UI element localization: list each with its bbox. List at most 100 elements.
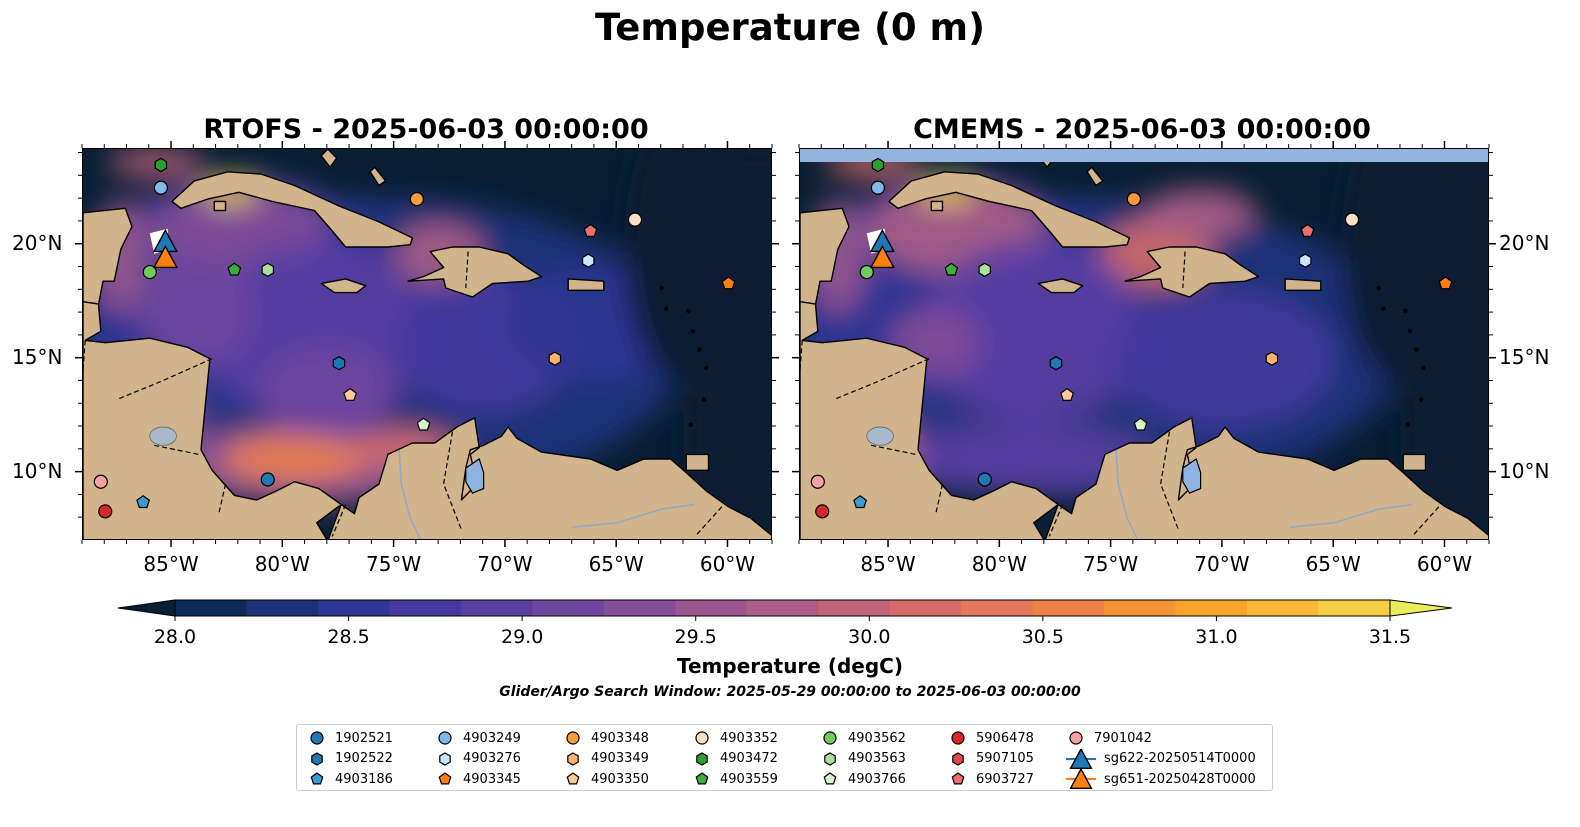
landmass-jamaica: [320, 278, 367, 294]
legend-label: 4903350: [591, 771, 649, 787]
legend-label: 4903349: [591, 751, 649, 766]
figure-title: Temperature (0 m): [594, 6, 986, 49]
landmass-jamaica: [1037, 278, 1084, 294]
float-marker-5906478: [815, 504, 830, 519]
legend-item-4903563: 4903563: [820, 749, 906, 769]
landmass-central-america: [800, 278, 1059, 539]
circle-marker-icon: [566, 731, 580, 745]
map-rtofs: [82, 148, 772, 540]
colorbar-bin: [603, 600, 676, 616]
legend-label: 4903348: [591, 730, 649, 746]
colorbar-bin: [675, 600, 748, 616]
colorbar-bin: [532, 600, 605, 616]
hexagon-marker-icon: [952, 751, 964, 766]
legend-item-4903350: 4903350: [563, 769, 649, 789]
colorbar-tick-label: 29.0: [500, 626, 544, 648]
lon-tick-label: 85°W: [860, 552, 916, 576]
pentagon-marker-icon: [438, 772, 452, 785]
landmass-bahamas-b: [1086, 166, 1104, 187]
colorbar-bin: [389, 600, 462, 616]
float-marker-4903350: [343, 387, 358, 401]
legend-label: 1902521: [335, 730, 393, 746]
float-marker-4903249: [870, 180, 886, 195]
glider-marker-sg651-20250428T0000: [869, 244, 895, 269]
lake-maracaibo: [465, 458, 485, 494]
legend-item-4903348: 4903348: [563, 728, 649, 748]
float-marker-1902522: [332, 356, 346, 371]
land: [83, 149, 771, 539]
float-marker-6903727: [583, 223, 598, 237]
lat-tick-label-left: 10°N: [12, 458, 63, 483]
float-marker-7901042: [810, 474, 825, 489]
legend-item-5907105: 5907105: [948, 749, 1034, 769]
float-marker-5906478: [98, 504, 113, 519]
lat-tick-label-right: 10°N: [1499, 458, 1550, 483]
triangle-marker-icon: [1066, 748, 1096, 769]
float-markers: [810, 157, 1453, 519]
lon-tick-label: 60°W: [1416, 552, 1473, 576]
colorbar-extend-low: [117, 599, 176, 617]
circle-marker-icon: [310, 731, 324, 745]
float-marker-4903563: [978, 262, 991, 277]
panel-title-cmems: CMEMS - 2025-06-03 00:00:00: [913, 114, 1371, 145]
axis-ticks-cmems: [792, 141, 1496, 547]
landmass-yucatan: [800, 207, 850, 305]
legend-item-4903345: 4903345: [435, 769, 521, 789]
float-marker-1902521: [977, 472, 992, 487]
lon-tick-label: 80°W: [971, 552, 1027, 576]
hexagon-marker-icon: [696, 751, 708, 766]
colorbar-bin: [1175, 600, 1248, 616]
legend-item-sg651-20250428T0000: sg651-20250428T0000: [1066, 769, 1256, 789]
map-canvas: [800, 149, 1488, 539]
lat-tick-label-left: 15°N: [12, 344, 63, 369]
legend-item-4903276: 4903276: [435, 749, 521, 769]
landmass-trinidad: [685, 453, 710, 471]
lon-tick-label: 65°W: [1305, 552, 1361, 576]
float-marker-1902522: [1049, 356, 1063, 371]
lon-tick-label: 70°W: [477, 552, 533, 576]
legend-item-7901042: 7901042: [1066, 728, 1152, 748]
legend-label: 4903766: [848, 771, 906, 787]
map-cmems: [799, 148, 1489, 540]
legend-item-4903349: 4903349: [563, 749, 649, 769]
float-marker-6903727: [1300, 223, 1315, 237]
legend-item-4903352: 4903352: [692, 728, 778, 748]
landmass-hispaniola: [407, 246, 543, 298]
colorbar-bin: [818, 600, 891, 616]
float-marker-4903349: [548, 351, 562, 366]
map-canvas: [83, 149, 771, 539]
pentagon-marker-icon: [823, 772, 837, 785]
pentagon-marker-icon: [695, 772, 709, 785]
legend-item-1902522: 1902522: [307, 749, 393, 769]
colorbar-bin: [175, 600, 247, 616]
float-marker-4903349: [1265, 351, 1279, 366]
landmass-yucatan: [83, 207, 133, 305]
colorbar-bin: [1032, 600, 1105, 616]
float-marker-4903562: [859, 264, 874, 280]
legend-label: 5907105: [976, 751, 1034, 766]
lat-tick-label-right: 15°N: [1499, 344, 1550, 369]
legend-label: 4903276: [463, 751, 521, 766]
float-marker-4903345: [721, 276, 736, 290]
missing-data-band: [800, 149, 1488, 162]
legend-label: 5906478: [976, 730, 1034, 746]
float-marker-4903563: [261, 262, 274, 277]
lat-tick-label-left: 20°N: [12, 230, 63, 255]
legend-label: 4903559: [720, 771, 778, 787]
lon-tick-label: 70°W: [1194, 552, 1250, 576]
pentagon-marker-icon: [566, 772, 580, 785]
legend-label: 4903352: [720, 730, 778, 746]
float-marker-4903276: [1299, 253, 1312, 268]
hexagon-marker-icon: [439, 751, 451, 766]
circle-marker-icon: [1069, 731, 1083, 745]
landmass-hispaniola: [1124, 246, 1260, 298]
float-marker-4903352: [627, 212, 643, 227]
float-marker-4903348: [1126, 192, 1141, 207]
colorbar-tick-label: 28.5: [327, 626, 370, 648]
circle-marker-icon: [438, 731, 452, 745]
float-marker-4903350: [1060, 387, 1075, 401]
legend-item-4903472: 4903472: [692, 749, 778, 769]
float-marker-4903348: [409, 192, 424, 207]
lake-maracaibo: [1182, 458, 1202, 494]
colorbar-tick-label: 30.5: [1021, 626, 1064, 648]
